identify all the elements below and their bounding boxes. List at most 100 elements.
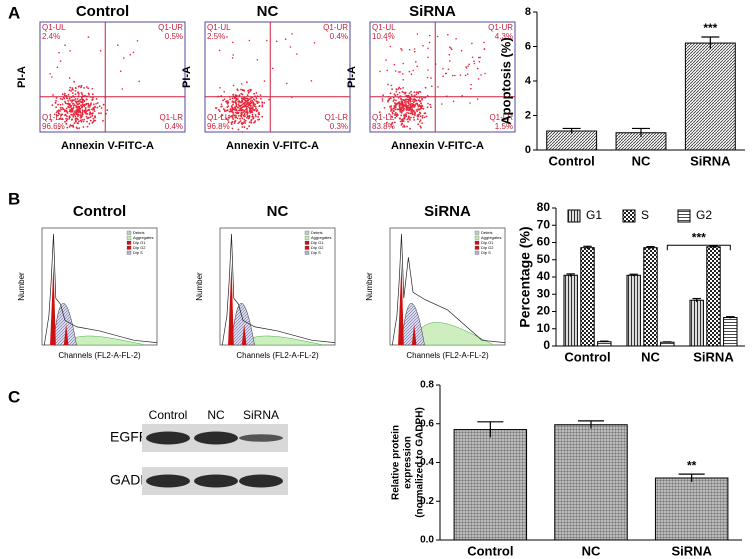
y-tick-label: 0.6 [420, 418, 434, 429]
event-dot [69, 124, 72, 127]
event-dot [81, 105, 84, 108]
event-dot [243, 126, 246, 129]
event-dot [71, 92, 74, 94]
event-dot [470, 83, 472, 86]
event-dot [61, 113, 64, 116]
quadrant-name: Q1-UR [488, 23, 513, 32]
blot-column-label: SiRNA [243, 408, 279, 422]
quadrant-value: 4.3% [495, 32, 513, 41]
event-dot [69, 50, 71, 52]
x-tick-label: NC [641, 349, 660, 364]
event-dot [240, 101, 243, 104]
event-dot [63, 92, 66, 95]
blot-band [194, 431, 238, 445]
event-dot [78, 127, 80, 130]
event-dot [247, 99, 250, 102]
event-dot [89, 119, 92, 122]
event-dot [86, 120, 88, 123]
event-dot [220, 103, 223, 105]
event-dot [421, 116, 424, 119]
dip-g1-peak [398, 263, 404, 345]
quadrant-name: Q1-UL [207, 23, 231, 32]
event-dot [385, 39, 388, 41]
legend-label: Dip S [133, 250, 143, 255]
event-dot [400, 109, 403, 111]
event-dot [246, 109, 248, 111]
y-tick-label: 6 [525, 40, 531, 52]
event-dot [132, 51, 135, 54]
event-dot [249, 111, 252, 114]
legend-swatch [304, 235, 310, 240]
event-dot [234, 116, 237, 119]
bar [597, 341, 612, 347]
bar [546, 130, 598, 151]
event-dot [242, 102, 245, 105]
event-dot [77, 100, 79, 103]
event-dot [58, 117, 61, 120]
event-dot [241, 112, 243, 115]
event-dot [232, 108, 235, 111]
event-dot [418, 96, 421, 99]
event-dot [402, 99, 404, 101]
event-dot [236, 106, 239, 109]
event-dot [255, 92, 258, 94]
event-dot [52, 94, 54, 96]
event-dot [252, 102, 255, 105]
event-dot [69, 99, 72, 102]
event-dot [243, 113, 246, 116]
bar [554, 424, 628, 541]
event-dot [441, 103, 443, 105]
legend-label: Aggregates [311, 235, 331, 240]
event-dot [394, 94, 397, 97]
dip-g2-peak [241, 323, 247, 345]
event-dot [232, 113, 235, 115]
event-dot [71, 110, 74, 113]
event-dot [256, 59, 259, 61]
event-dot [247, 115, 250, 117]
event-dot [61, 107, 64, 109]
legend-label: G2 [696, 208, 712, 222]
event-dot [231, 106, 234, 109]
event-dot [409, 100, 412, 103]
event-dot [223, 90, 225, 93]
event-dot [422, 107, 425, 110]
event-dot [400, 111, 403, 114]
event-dot [391, 88, 393, 90]
event-dot [85, 98, 88, 100]
event-dot [54, 102, 57, 104]
event-dot [237, 114, 240, 117]
event-dot [266, 39, 268, 42]
event-dot [78, 93, 80, 95]
event-dot [389, 32, 391, 34]
event-dot [246, 103, 248, 105]
event-dot [67, 93, 70, 96]
event-dot [65, 119, 68, 122]
event-dot [413, 94, 416, 97]
event-dot [232, 54, 234, 56]
event-dot [232, 118, 235, 120]
y-axis-label: Percentage (%) [517, 226, 533, 327]
event-dot [82, 126, 85, 128]
x-tick-label: SiRNA [671, 543, 712, 558]
y-tick-label: 50 [537, 252, 551, 266]
event-dot [70, 90, 72, 92]
event-dot [91, 108, 94, 111]
event-dot [80, 91, 83, 94]
event-dot [410, 103, 413, 105]
event-dot [399, 110, 402, 113]
event-dot [231, 114, 234, 117]
legend-swatch [622, 209, 636, 223]
event-dot [386, 121, 388, 124]
event-dot [405, 115, 408, 117]
legend-label: Dip G1 [311, 240, 324, 245]
event-dot [419, 112, 422, 115]
event-dot [74, 115, 77, 118]
event-dot [244, 122, 247, 124]
event-dot [231, 111, 234, 113]
event-dot [258, 111, 260, 114]
event-dot [226, 106, 229, 109]
event-dot [427, 56, 429, 59]
event-dot [65, 117, 67, 120]
event-dot [83, 87, 85, 89]
event-dot [268, 98, 271, 101]
